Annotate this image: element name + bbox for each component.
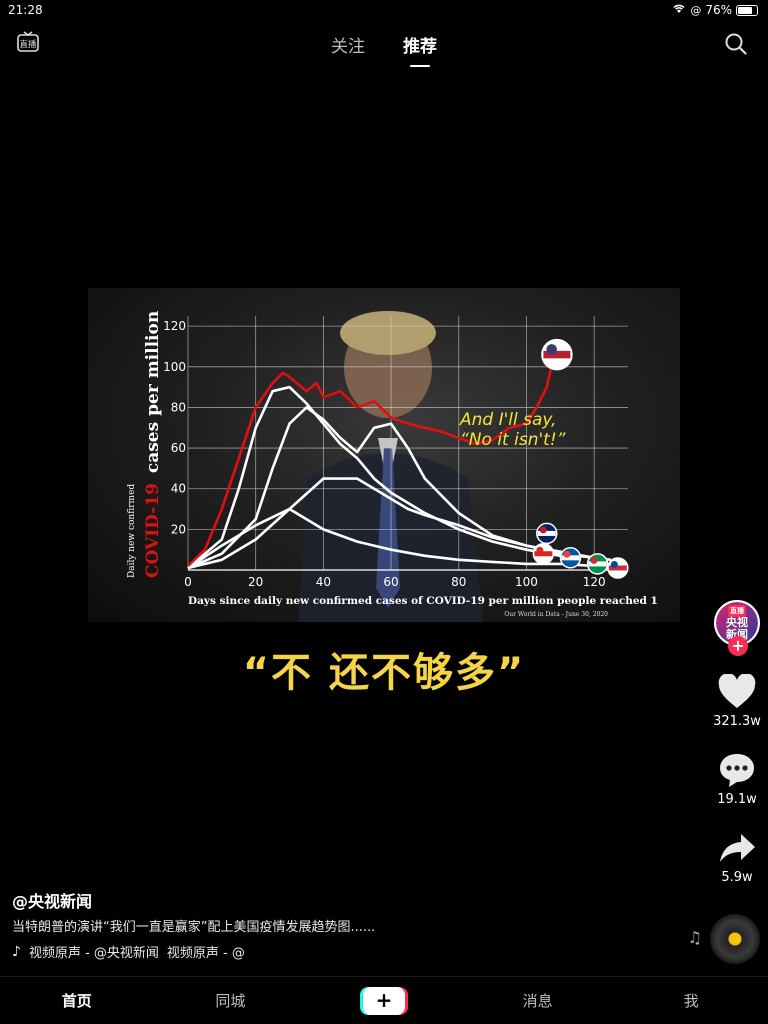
y-tick-label: 120 bbox=[163, 319, 186, 333]
tiktok-note-icon: ♪ bbox=[12, 943, 21, 960]
y-tick-label: 40 bbox=[171, 482, 186, 496]
series-line bbox=[187, 507, 595, 570]
like-count: 321.3w bbox=[713, 714, 761, 729]
chart-flags bbox=[532, 338, 629, 579]
us-flag-icon bbox=[541, 338, 573, 371]
status-time: 21:28 bbox=[8, 3, 43, 17]
bottom-nav: 首页 同城 + 消息 我 bbox=[0, 976, 768, 1024]
status-right: @ 76% bbox=[672, 3, 758, 17]
orientation-lock-icon: @ bbox=[690, 3, 702, 17]
search-icon[interactable] bbox=[724, 32, 748, 56]
tab-following[interactable]: 关注 bbox=[331, 37, 365, 57]
x-tick-label: 100 bbox=[515, 575, 538, 589]
nav-me[interactable]: 我 bbox=[683, 992, 699, 1010]
nav-create[interactable]: + bbox=[334, 986, 434, 1015]
heart-icon bbox=[718, 674, 756, 708]
x-tick-label: 120 bbox=[583, 575, 606, 589]
top-nav: 直播 关注 推荐 bbox=[0, 28, 768, 68]
video-description: 当特朗普的演讲“我们一直是赢家”配上美国疫情发展趋势图...... bbox=[12, 920, 376, 935]
music-info[interactable]: ♪ 视频原声 - @央视新闻 视频原声 - @ bbox=[12, 942, 245, 962]
series-line bbox=[187, 345, 562, 567]
share-arrow-icon bbox=[720, 834, 755, 862]
quote-line-1: And I'll say, bbox=[459, 410, 557, 430]
y-tick-label: 60 bbox=[171, 441, 186, 455]
quote-line-2: “No it isn't!” bbox=[460, 430, 566, 450]
nav-home[interactable]: 首页 bbox=[27, 990, 127, 1011]
author-name[interactable]: @央视新闻 bbox=[12, 892, 93, 911]
nav-nearby[interactable]: 同城 bbox=[215, 992, 246, 1010]
status-bar: 21:28 @ 76% bbox=[0, 0, 768, 20]
series-line bbox=[187, 385, 561, 569]
y-tick-label: 20 bbox=[171, 522, 186, 536]
share-button[interactable]: 5.9w bbox=[712, 830, 762, 885]
avatar-text-top: 央视 bbox=[726, 616, 748, 629]
chart-ylabel-small: Daily new confirmed bbox=[127, 484, 137, 578]
comment-icon bbox=[720, 754, 754, 787]
comment-button[interactable]: 19.1w bbox=[712, 752, 762, 807]
music-text: 视频原声 - @央视新闻 bbox=[28, 946, 159, 961]
x-tick-label: 0 bbox=[184, 575, 192, 589]
chart-xlabel: Days since daily new confirmed cases of … bbox=[188, 595, 658, 607]
x-tick-label: 80 bbox=[451, 575, 466, 589]
follow-plus-button[interactable]: + bbox=[728, 636, 748, 656]
series-line bbox=[187, 406, 595, 570]
x-tick-label: 40 bbox=[316, 575, 331, 589]
canada-flag-icon bbox=[532, 542, 555, 565]
chart-source: Our World in Data - June 30, 2020 bbox=[504, 611, 608, 618]
feed-tabs: 关注 推荐 bbox=[0, 32, 768, 67]
live-tv-icon[interactable]: 直播 bbox=[16, 30, 40, 54]
like-button[interactable]: 321.3w bbox=[712, 674, 762, 729]
live-tv-label: 直播 bbox=[19, 39, 37, 50]
chart-ylabel-white: cases per million bbox=[143, 311, 163, 473]
music-notes-icon: ♫ bbox=[687, 928, 702, 947]
music-disc[interactable] bbox=[710, 914, 760, 964]
avatar-badge: 直播 bbox=[728, 605, 746, 617]
x-tick-label: 60 bbox=[383, 575, 398, 589]
share-count: 5.9w bbox=[721, 870, 753, 885]
italy-flag-icon bbox=[586, 553, 609, 575]
y-tick-label: 100 bbox=[163, 360, 186, 374]
tab-recommended[interactable]: 推荐 bbox=[403, 32, 437, 67]
battery-percent: 76% bbox=[705, 3, 732, 17]
uk-flag-icon bbox=[536, 522, 558, 545]
chart-grid bbox=[187, 316, 628, 571]
chart-ylabel-red: COVID-19 bbox=[143, 483, 163, 578]
chart-ylabel-big: COVID-19 cases per million bbox=[143, 311, 163, 578]
video-player[interactable]: 0 20 40 60 80 100 120 20 40 60 80 100 120 Daily new … bbox=[88, 288, 680, 622]
video-subtitle: “不 还不够多” bbox=[242, 650, 526, 696]
x-tick-label: 20 bbox=[248, 575, 263, 589]
chart-ticks: 0 20 40 60 80 100 120 20 40 60 80 100 120 bbox=[163, 319, 606, 589]
korea-flag-icon bbox=[607, 557, 629, 579]
france-flag-icon bbox=[559, 547, 582, 569]
speaker-silhouette bbox=[298, 311, 483, 622]
covid-chart: 0 20 40 60 80 100 120 20 40 60 80 100 120 Daily new … bbox=[127, 311, 658, 622]
chart-series bbox=[187, 345, 612, 570]
y-tick-label: 80 bbox=[171, 400, 186, 414]
create-plus-button[interactable]: + bbox=[362, 986, 405, 1015]
nav-messages[interactable]: 消息 bbox=[522, 992, 553, 1010]
wifi-icon bbox=[672, 3, 686, 17]
music-text-2: 视频原声 - @ bbox=[166, 946, 245, 961]
battery-icon bbox=[736, 4, 758, 16]
comment-count: 19.1w bbox=[717, 792, 757, 807]
